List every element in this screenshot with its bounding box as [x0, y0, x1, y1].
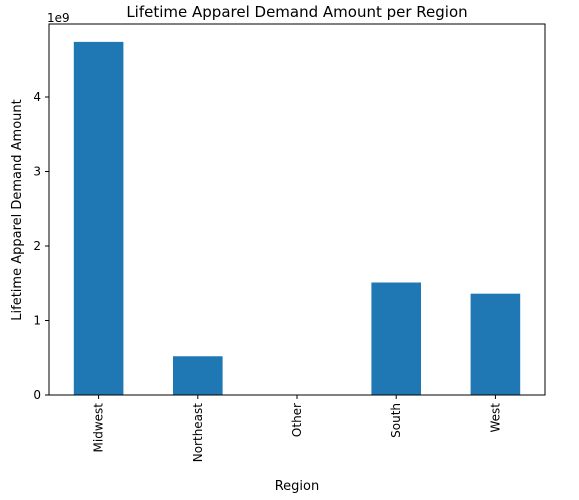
bar-south	[371, 282, 421, 395]
y-tick-label: 4	[33, 90, 41, 104]
x-axis-label: Region	[275, 479, 320, 494]
plot-frame	[48, 23, 546, 396]
y-tick-label: 0	[33, 388, 41, 402]
y-axis-label: Lifetime Apparel Demand Amount	[10, 99, 25, 320]
y-tick-label: 2	[33, 239, 41, 253]
x-tick-label: Midwest	[92, 403, 106, 453]
y-tick-label: 3	[33, 165, 41, 179]
x-tick-label: Northeast	[191, 403, 205, 463]
x-ticks-layer: Midwest Northeast Other South West	[92, 395, 502, 463]
y-tick-label: 1	[33, 314, 41, 328]
y-ticks-layer: 0 1 2 3 4	[33, 90, 49, 402]
x-tick-label: South	[389, 403, 403, 438]
x-tick-label: Other	[290, 403, 304, 437]
bars-layer	[73, 41, 521, 395]
bar-west	[470, 293, 521, 395]
y-offset-label: 1e9	[47, 11, 70, 25]
bar-northeast	[173, 356, 223, 395]
x-tick-label: West	[488, 403, 502, 433]
chart-title: Lifetime Apparel Demand Amount per Regio…	[126, 3, 467, 21]
bar-midwest	[73, 41, 124, 395]
